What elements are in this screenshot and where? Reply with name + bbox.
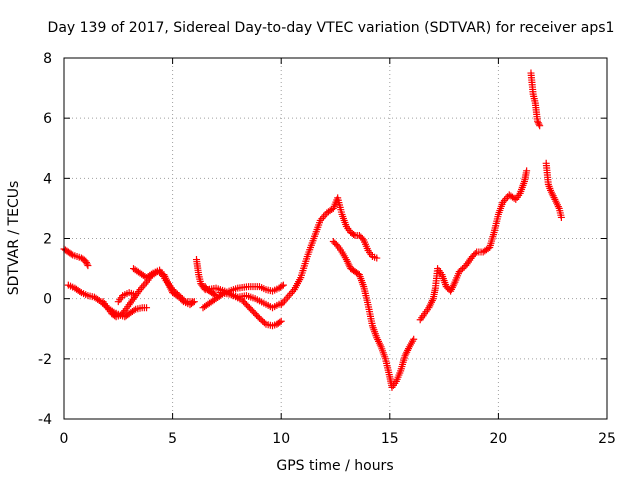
- data-point: [257, 316, 265, 324]
- data-point: [82, 257, 90, 265]
- data-point: [276, 318, 284, 326]
- y-tick-label: 8: [43, 51, 52, 67]
- data-point: [130, 306, 138, 314]
- data-point: [254, 313, 262, 321]
- data-point: [373, 254, 381, 262]
- data-point: [76, 288, 84, 296]
- series-segment-f: [192, 256, 209, 294]
- x-tick-label: 5: [168, 431, 177, 447]
- data-point: [557, 213, 565, 221]
- y-tick-label: 4: [43, 171, 52, 187]
- data-point: [457, 266, 465, 274]
- data-point: [84, 262, 92, 270]
- series-segment-o: [542, 159, 565, 221]
- data-point: [178, 295, 186, 303]
- data-point: [277, 317, 285, 325]
- x-tick-label: 10: [272, 431, 290, 447]
- data-point: [119, 308, 127, 316]
- series-segment-b: [64, 281, 151, 321]
- x-tick-label: 0: [60, 431, 69, 447]
- grid: [64, 58, 607, 419]
- data-point: [172, 289, 180, 297]
- chart-title: Day 139 of 2017, Sidereal Day-to-day VTE…: [48, 20, 615, 36]
- series-segment-h: [199, 281, 287, 312]
- data-point: [175, 292, 183, 300]
- series-segment-j: [216, 289, 285, 312]
- data-point: [169, 286, 177, 294]
- data-point: [173, 290, 181, 298]
- series-segment-a: [60, 245, 92, 270]
- y-tick-label: -4: [38, 412, 52, 428]
- series-segment-n: [527, 69, 544, 130]
- data-point: [279, 281, 287, 289]
- data-point: [147, 270, 155, 278]
- data-point: [188, 298, 196, 306]
- data-point: [255, 314, 263, 322]
- data-point: [260, 319, 268, 327]
- plot-frame: [63, 57, 608, 420]
- data-point: [180, 296, 188, 304]
- series-segment-g: [201, 283, 220, 300]
- data-point: [67, 250, 75, 258]
- data-point: [510, 194, 518, 202]
- data-point: [536, 122, 544, 130]
- y-tick-label: 6: [43, 111, 52, 127]
- data-point: [459, 265, 467, 273]
- data-point: [471, 250, 479, 258]
- x-axis-label: GPS time / hours: [276, 458, 393, 474]
- data-point: [332, 241, 340, 249]
- y-axis-label: SDTVAR / TECUs: [6, 181, 22, 296]
- series-segment-l: [329, 238, 418, 391]
- x-tick-label: 15: [381, 431, 399, 447]
- data-point: [350, 230, 358, 238]
- y-tick-label: -2: [38, 352, 52, 368]
- data-point: [410, 335, 418, 343]
- data-point: [130, 290, 138, 298]
- x-tick-label: 25: [598, 431, 616, 447]
- data-point: [83, 260, 91, 268]
- series-segment-k: [277, 194, 381, 309]
- data-point: [455, 268, 463, 276]
- data-points: [60, 69, 565, 391]
- series-segment-e: [114, 289, 138, 306]
- ticks: 0 5 10 15 20 25 -4 -2 0 2 4 6 8: [38, 51, 616, 447]
- x-tick-label: 20: [489, 431, 507, 447]
- data-point: [523, 167, 531, 175]
- y-tick-label: 2: [43, 232, 52, 248]
- y-tick-label: 0: [43, 292, 52, 308]
- data-point: [82, 259, 90, 267]
- data-point: [278, 282, 286, 290]
- data-point: [535, 120, 543, 128]
- data-point: [259, 317, 267, 325]
- series-segment-m: [416, 167, 531, 324]
- data-point: [143, 304, 151, 312]
- series-segment-d: [130, 265, 196, 306]
- data-point: [170, 287, 178, 295]
- data-point: [358, 235, 366, 242]
- data-point: [534, 119, 542, 127]
- data-point: [177, 293, 185, 301]
- data-point: [533, 117, 541, 125]
